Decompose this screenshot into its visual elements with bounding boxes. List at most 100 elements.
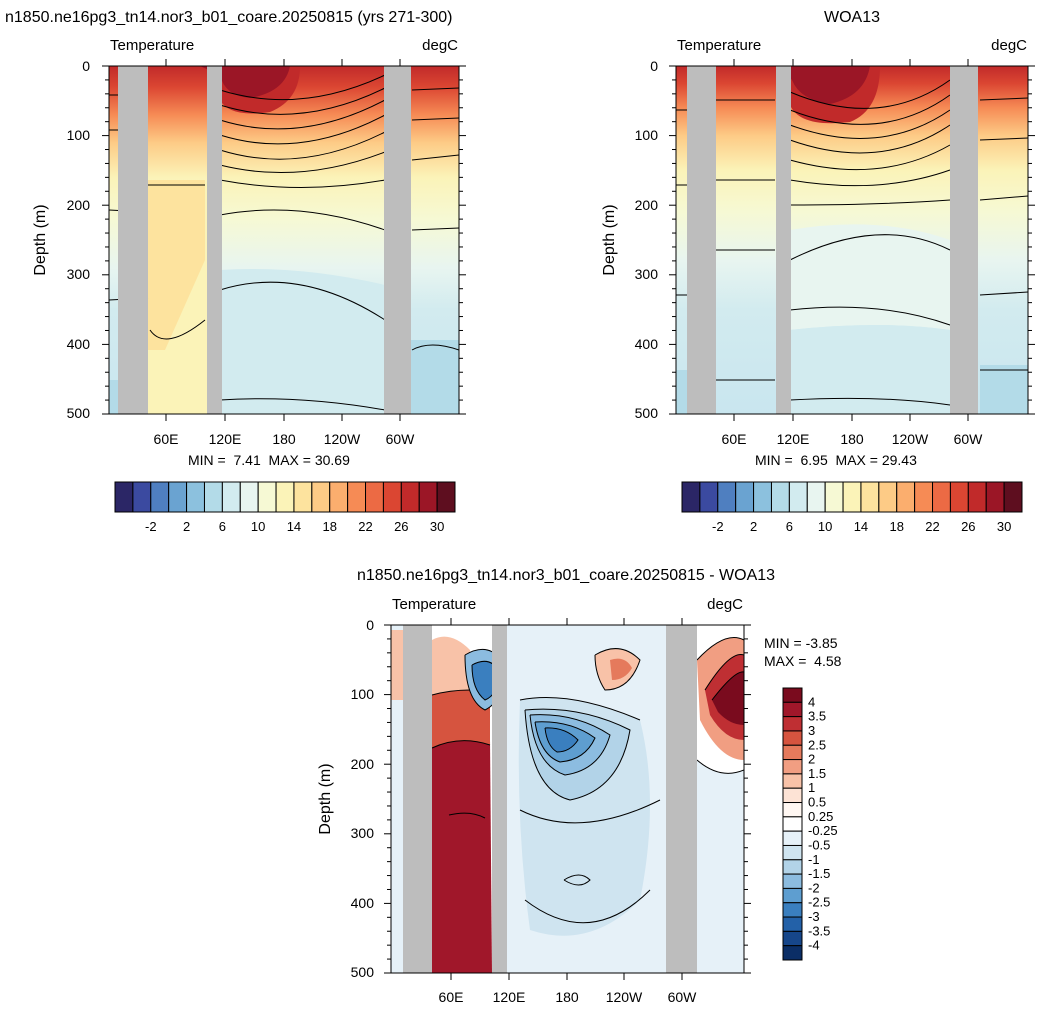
x-tick-label: 120W [606, 989, 643, 1005]
colorbar-swatch [782, 830, 803, 846]
colorbar-label: 26 [961, 519, 975, 534]
colorbar-label: -0.25 [808, 823, 838, 838]
colorbar-label: 2.5 [808, 737, 826, 752]
land-mask-americas [666, 625, 697, 973]
colorbar-label: -3 [808, 909, 820, 924]
temp-colorbar-obs: -2 2 6 10 14 18 22 26 30 [681, 481, 1023, 534]
panel-obs-y-ticks: 0 100 200 300 400 500 [635, 58, 659, 421]
land-mask-indonesia [776, 66, 791, 414]
colorbar-label: 0.5 [808, 795, 826, 810]
land-mask-americas [384, 66, 411, 414]
colorbar-swatch [311, 481, 331, 513]
panel-diff-stats-max: MAX = 4.58 [764, 653, 842, 669]
colorbar-label: 0.25 [808, 809, 833, 824]
colorbar-swatch [782, 916, 803, 932]
colorbar-swatch [418, 481, 438, 513]
colorbar-label: 18 [323, 519, 337, 534]
colorbar-swatch [896, 481, 916, 513]
colorbar-swatch [914, 481, 934, 513]
colorbar-label: 3 [808, 723, 815, 738]
y-tick-label: 300 [67, 266, 91, 282]
panel-model-x-ticks: 60E 120E 180 120W 60W [154, 431, 416, 447]
land-mask-indonesia [207, 66, 222, 414]
colorbar-swatch [699, 481, 719, 513]
colorbar-label: 2 [183, 519, 190, 534]
colorbar-swatch [967, 481, 987, 513]
colorbar-swatch [782, 730, 803, 746]
colorbar-swatch [782, 930, 803, 947]
panel-diff-title: n1850.ne16pg3_tn14.nor3_b01_coare.202508… [357, 567, 775, 584]
colorbar-label: 4 [808, 694, 815, 709]
colorbar-swatch [257, 481, 277, 513]
temp-colorbar-model: -2 2 6 10 14 18 22 26 30 [114, 481, 456, 534]
colorbar-label: -3.5 [808, 923, 830, 938]
diff-colorbar: 43.532.521.510.50.25-0.25-0.5-1-1.5-2-2.… [782, 687, 838, 961]
colorbar-label: -4 [808, 938, 820, 953]
colorbar-label: 10 [818, 519, 832, 534]
colorbar-swatch [203, 481, 223, 513]
panel-diff-variable-label: Temperature [392, 596, 476, 613]
x-tick-label: 120E [209, 431, 242, 447]
y-tick-label: 500 [351, 964, 375, 980]
panel-model-ylabel: Depth (m) [32, 204, 49, 275]
colorbar-swatch [782, 759, 803, 775]
panel-model: n1850.ne16pg3_tn14.nor3_b01_coare.202508… [5, 9, 460, 534]
x-tick-label: 60W [386, 431, 416, 447]
x-tick-label: 60E [154, 431, 179, 447]
colorbar-label: 18 [890, 519, 904, 534]
colorbar-label: -2 [712, 519, 724, 534]
colorbar-swatch [782, 787, 803, 804]
colorbar-swatch [221, 481, 241, 513]
panel-obs-x-ticks: 60E 120E 180 120W 60W [722, 431, 984, 447]
x-tick-label: 180 [555, 989, 579, 1005]
y-tick-label: 400 [351, 895, 375, 911]
colorbar-swatch [860, 481, 880, 513]
colorbar-label: -1.5 [808, 866, 830, 881]
panel-diff-units-label: degC [707, 596, 743, 613]
colorbar-swatch [782, 873, 803, 889]
colorbar-swatch [400, 481, 420, 513]
colorbar-label: 30 [997, 519, 1011, 534]
panel-diff-field [391, 625, 744, 973]
colorbar-swatch [436, 481, 456, 513]
land-mask-africa [403, 625, 432, 973]
colorbar-label: 6 [786, 519, 793, 534]
colorbar-swatch [782, 701, 803, 718]
colorbar-swatch [782, 802, 803, 818]
y-tick-label: 500 [67, 405, 91, 421]
y-tick-label: 100 [351, 686, 375, 702]
x-tick-label: 180 [272, 431, 296, 447]
colorbar-swatch [782, 887, 803, 904]
colorbar-swatch [329, 481, 349, 513]
colorbar-swatch [878, 481, 898, 513]
colorbar-swatch [782, 844, 803, 861]
colorbar-label: 2 [808, 752, 815, 767]
colorbar-swatch [753, 481, 772, 513]
panel-model-y-ticks: 0 100 200 300 400 500 [67, 58, 91, 421]
colorbar-swatch [842, 481, 862, 513]
y-tick-label: 400 [67, 336, 91, 352]
colorbar-swatch [114, 481, 134, 513]
colorbar-swatch [1003, 481, 1023, 513]
y-tick-label: 100 [635, 127, 659, 143]
x-tick-label: 60W [668, 989, 698, 1005]
colorbar-swatch [150, 481, 170, 513]
tick-marks [102, 59, 1035, 980]
colorbar-label: 1 [808, 780, 815, 795]
panel-model-field [109, 66, 459, 414]
x-tick-label: 120E [777, 431, 810, 447]
y-tick-label: 0 [366, 617, 374, 633]
colorbar-swatch [347, 481, 367, 513]
x-tick-label: 60W [954, 431, 984, 447]
colorbar-swatch [782, 773, 803, 789]
colorbar-label: 10 [251, 519, 265, 534]
colorbar-label: 6 [219, 519, 226, 534]
colorbar-swatch [681, 481, 701, 513]
colorbar-swatch [985, 481, 1005, 513]
colorbar-swatch [782, 687, 803, 703]
y-tick-label: 300 [635, 266, 659, 282]
panel-model-variable-label: Temperature [110, 37, 194, 54]
colorbar-label: 22 [925, 519, 939, 534]
colorbar-swatch [949, 481, 969, 513]
